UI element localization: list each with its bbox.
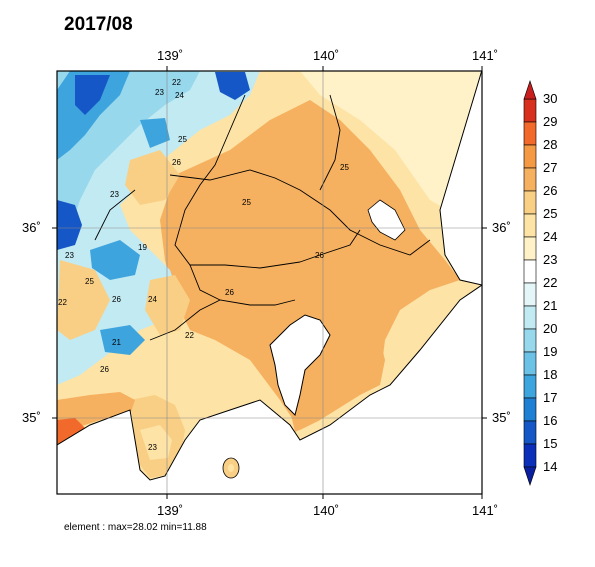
colorbar-segment [523,420,537,445]
colorbar-label: 22 [543,275,557,290]
colorbar-label: 23 [543,252,557,267]
lat-tick-right-35: 35˚ [492,410,511,425]
tokyo-bay [269,314,331,416]
lat-tick-left-36: 36˚ [22,220,41,235]
contour-label: 21 [112,338,121,347]
colorbar-segment [523,328,537,353]
colorbar-label: 19 [543,344,557,359]
colorbar-label: 14 [543,459,557,474]
contour-label: 25 [85,277,94,286]
colorbar-over-arrow [523,80,537,100]
colorbar-label: 26 [543,183,557,198]
lake-kasumigaura [367,199,406,241]
frame-ticks [52,66,487,499]
contour-label: 24 [175,91,184,100]
cold-peak [75,75,110,115]
colorbar-label: 17 [543,390,557,405]
colorbar-segment [523,121,537,146]
contour-label: 22 [185,331,194,340]
contour-label: 22 [58,298,67,307]
contour-labels: 22 23 24 25 26 23 19 25 26 24 22 26 25 2… [58,78,349,452]
colorbar-label: 25 [543,206,557,221]
contour-label: 25 [340,163,349,172]
contour-label: 23 [110,190,119,199]
warm-coast-spot [57,418,85,445]
lon-tick-top-139: 139˚ [157,48,183,63]
contour-label: 23 [65,251,74,260]
colorbar-segment [523,397,537,422]
colorbar-label: 18 [543,367,557,382]
contour-label: 23 [155,88,164,97]
kanto-plain-warm [160,100,460,430]
colorbar-segment [523,351,537,376]
colorbar-under-arrow [523,466,537,486]
contour-label: 26 [100,365,109,374]
lon-tick-top-140: 140˚ [313,48,339,63]
colorbar-label: 24 [543,229,557,244]
colorbar-segment [523,282,537,307]
map-frame [56,70,483,495]
lon-tick-bottom-141: 141˚ [472,503,498,518]
colorbar-label: 21 [543,298,557,313]
colorbar-label: 28 [543,137,557,152]
colorbar-label: 15 [543,436,557,451]
pacific-sea [57,284,482,494]
colorbar-label: 20 [543,321,557,336]
contour-label: 26 [172,158,181,167]
lon-tick-bottom-139: 139˚ [157,503,183,518]
ne-light-region [300,71,482,230]
map-panel: 22 23 24 25 26 23 19 25 26 24 22 26 25 2… [57,71,482,494]
contour-label: 22 [172,78,181,87]
contour-label: 26 [225,288,234,297]
colorbar-segment [523,443,537,468]
colorbar-segment [523,190,537,215]
colorbar-segment [523,374,537,399]
contour-label: 24 [148,295,157,304]
colorbar-segment [523,213,537,238]
colorbar: 30 29 28 27 26 25 24 23 22 21 20 19 18 17 16 15 14 [523,80,557,486]
lat-tick-left-35: 35˚ [22,410,41,425]
contour-label: 25 [242,198,251,207]
contour-label: 19 [138,243,147,252]
contour-label: 26 [315,251,324,260]
colorbar-label: 27 [543,160,557,175]
lat-tick-right-36: 36˚ [492,220,511,235]
colorbar-label: 16 [543,413,557,428]
contour-label: 26 [112,295,121,304]
stats-footer: element : max=28.02 min=11.88 [64,522,207,533]
prefecture-borders [94,94,431,341]
contour-label: 23 [148,443,157,452]
colorbar-segment [523,167,537,192]
colorbar-segment [523,98,537,123]
graticule [57,71,482,494]
colorbar-label: 30 [543,91,557,106]
lon-tick-bottom-140: 140˚ [313,503,339,518]
colorbar-segment [523,259,537,284]
map-title: 2017/08 [64,14,133,35]
colorbar-segment [523,144,537,169]
colorbar-segment [523,305,537,330]
colorbar-segment [523,236,537,261]
colorbar-label: 29 [543,114,557,129]
lon-tick-top-141: 141˚ [472,48,498,63]
contour-label: 25 [178,135,187,144]
